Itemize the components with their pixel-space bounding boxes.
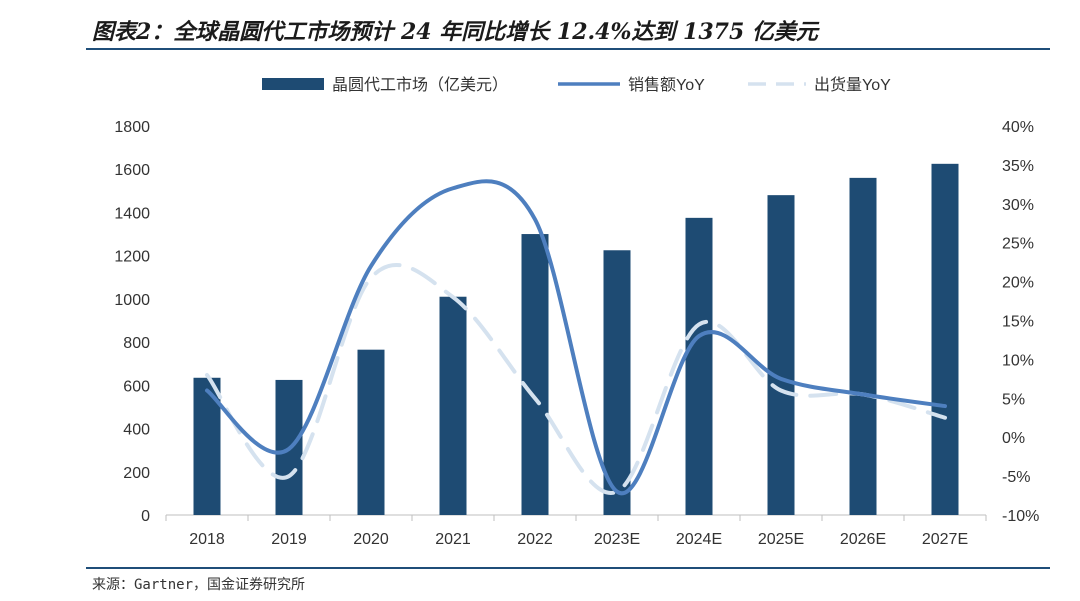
bar	[521, 234, 549, 516]
bar	[849, 177, 877, 515]
y-right-tick-label: -5%	[1002, 469, 1030, 486]
bar	[603, 250, 631, 515]
y-right-tick-label: 0%	[1002, 430, 1025, 447]
source-rule	[86, 567, 1050, 569]
y-right-tick-label: 30%	[1002, 197, 1034, 214]
x-tick-label: 2026E	[840, 531, 886, 548]
y-left-tick-label: 200	[123, 465, 150, 482]
bar	[357, 349, 385, 515]
y-left-tick-label: 400	[123, 422, 150, 439]
bar	[685, 217, 713, 515]
y-left-tick-label: 1800	[114, 119, 150, 136]
title-rule	[86, 48, 1050, 50]
y-right-tick-label: 25%	[1002, 236, 1034, 253]
x-tick-label: 2023E	[594, 531, 640, 548]
x-tick-label: 2021	[435, 531, 471, 548]
bar-series	[193, 163, 959, 516]
y-right-tick-label: 5%	[1002, 391, 1025, 408]
bar	[767, 195, 795, 515]
y-axis-left: 0 200 400 600 800 1000 1200 1400 1600 1800	[114, 119, 150, 525]
y-left-tick-label: 1400	[114, 205, 150, 222]
source-note: 来源：Gartner，国金证券研究所	[92, 577, 306, 593]
bar	[439, 296, 467, 515]
y-left-tick-label: 800	[123, 335, 150, 352]
y-left-tick-label: 1600	[114, 162, 150, 179]
bar	[931, 163, 959, 515]
x-tick-label: 2018	[189, 531, 225, 548]
y-left-tick-label: 1000	[114, 292, 150, 309]
y-right-tick-label: 35%	[1002, 158, 1034, 175]
x-axis: 2018 2019 2020 2021 2022 2023E 2024E 2025E 2026E…	[189, 531, 968, 548]
legend-label-bar: 晶圆代工市场（亿美元）	[332, 76, 508, 94]
x-tick-label: 2020	[353, 531, 389, 548]
y-left-tick-label: 1200	[114, 249, 150, 266]
y-right-tick-label: 40%	[1002, 119, 1034, 136]
y-right-tick-label: 10%	[1002, 352, 1034, 369]
y-right-tick-label: -10%	[1002, 508, 1039, 525]
x-tick-label: 2025E	[758, 531, 804, 548]
x-tick-label: 2024E	[676, 531, 722, 548]
y-left-tick-label: 0	[141, 508, 150, 525]
shipment-yoy-line	[205, 263, 947, 495]
sales-yoy-line	[205, 179, 947, 496]
x-tick-label: 2019	[271, 531, 307, 548]
x-tick-label: 2027E	[922, 531, 968, 548]
y-right-tick-label: 20%	[1002, 275, 1034, 292]
y-axis-right: -10% -5% 0% 5% 10% 15% 20% 25% 30% 35% 40%	[1002, 119, 1039, 525]
x-axis-ticks	[165, 515, 987, 521]
legend: 晶圆代工市场（亿美元） 销售额YoY 出货量YoY	[262, 76, 891, 94]
x-tick-label: 2022	[517, 531, 553, 548]
chart-title: 图表2：全球晶圆代工市场预计 24 年同比增长 12.4%达到 1375 亿美元	[92, 19, 818, 45]
y-right-tick-label: 15%	[1002, 314, 1034, 331]
legend-swatch-bar	[262, 78, 324, 90]
legend-label-shipment: 出货量YoY	[814, 76, 891, 94]
y-left-tick-label: 600	[123, 378, 150, 395]
legend-label-sales: 销售额YoY	[628, 76, 705, 94]
